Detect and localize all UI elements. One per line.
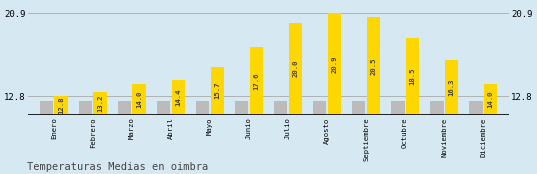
Bar: [171, 80, 185, 115]
Text: 18.5: 18.5: [410, 68, 416, 85]
Text: 20.5: 20.5: [371, 57, 376, 75]
Bar: [367, 17, 380, 115]
Text: 15.7: 15.7: [214, 82, 220, 99]
Text: 17.6: 17.6: [253, 72, 259, 90]
Text: 16.3: 16.3: [448, 79, 454, 96]
Bar: [313, 101, 326, 115]
Text: 20.9: 20.9: [331, 55, 337, 73]
Text: 14.0: 14.0: [136, 90, 142, 108]
Bar: [250, 47, 263, 115]
Bar: [78, 101, 92, 115]
Text: Temperaturas Medias en oimbra: Temperaturas Medias en oimbra: [27, 162, 208, 172]
Text: 20.0: 20.0: [293, 60, 299, 77]
Bar: [430, 101, 444, 115]
Text: 14.4: 14.4: [176, 88, 182, 106]
Bar: [328, 13, 342, 115]
Bar: [405, 38, 419, 115]
Bar: [54, 96, 68, 115]
Bar: [288, 23, 302, 115]
Text: 14.0: 14.0: [488, 90, 494, 108]
Bar: [274, 101, 287, 115]
Bar: [391, 101, 404, 115]
Bar: [469, 101, 483, 115]
Bar: [484, 84, 497, 115]
Bar: [195, 101, 209, 115]
Bar: [93, 92, 107, 115]
Text: 12.8: 12.8: [58, 97, 64, 114]
Text: 13.2: 13.2: [97, 95, 103, 112]
Bar: [40, 101, 53, 115]
Bar: [157, 101, 170, 115]
Bar: [118, 101, 132, 115]
Bar: [211, 66, 224, 115]
Bar: [235, 101, 249, 115]
Bar: [352, 101, 366, 115]
Bar: [133, 84, 146, 115]
Bar: [445, 60, 459, 115]
